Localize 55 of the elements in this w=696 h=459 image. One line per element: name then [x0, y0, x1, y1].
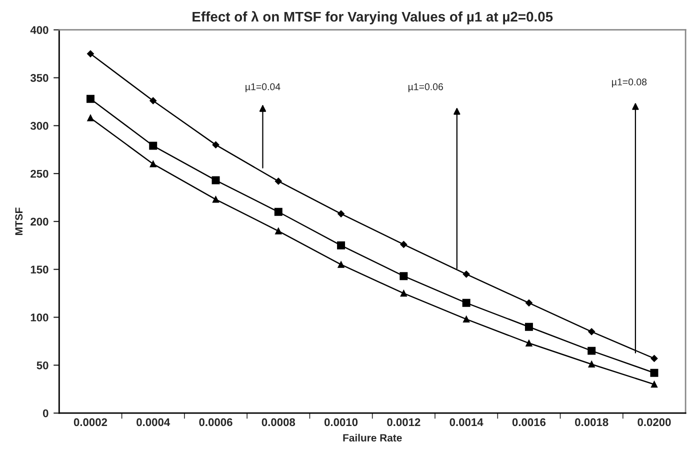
- x-tick-label: 0.0010: [324, 418, 358, 426]
- y-tick-label: 400: [30, 26, 48, 34]
- point: [524, 322, 533, 331]
- y-tick-label: 150: [30, 266, 48, 274]
- point: [588, 360, 595, 368]
- y-tick-label: 350: [30, 74, 48, 82]
- point: [212, 196, 220, 203]
- point: [650, 368, 658, 377]
- x-tick-label: 0.0012: [387, 418, 420, 426]
- point: [400, 272, 408, 280]
- point: [462, 298, 470, 307]
- point: [650, 381, 658, 388]
- x-tick-label: 0.0200: [638, 418, 671, 426]
- x-tick-label: 0.0008: [262, 418, 296, 426]
- x-tick-label: 0.0004: [136, 418, 170, 426]
- point: [338, 210, 345, 218]
- x-tick-label: 0.0016: [512, 418, 546, 426]
- x-tick-label: 0.0018: [575, 418, 608, 426]
- y-tick-label: 200: [30, 218, 48, 226]
- point: [400, 290, 407, 297]
- point: [212, 141, 220, 148]
- point: [149, 142, 158, 150]
- point: [275, 228, 282, 234]
- point: [526, 340, 532, 346]
- x-tick-label: 0.0006: [199, 418, 232, 426]
- point: [212, 176, 220, 184]
- y-tick-label: 250: [30, 170, 48, 178]
- point: [87, 50, 94, 58]
- annotation: µ1=0.08: [612, 78, 647, 88]
- x-axis-title: Failure Rate: [343, 434, 402, 442]
- point: [588, 346, 596, 355]
- point: [525, 299, 532, 306]
- y-axis-title: MTSF: [15, 208, 23, 235]
- point: [650, 355, 658, 362]
- point: [400, 241, 408, 248]
- point: [588, 328, 596, 336]
- point: [338, 261, 344, 268]
- point: [274, 178, 282, 185]
- annotation: µ1=0.04: [246, 83, 280, 92]
- point: [87, 114, 94, 122]
- point: [150, 97, 157, 104]
- point: [150, 160, 156, 168]
- chart-title: Effect of λ on MTSF for Varying Values of µ1 at µ2=0.05: [192, 11, 553, 24]
- point: [86, 94, 94, 103]
- y-tick-label: 50: [36, 361, 48, 370]
- x-tick-label: 0.0014: [450, 418, 484, 426]
- y-tick-label: 100: [30, 314, 48, 322]
- x-tick-label: 0.0002: [74, 418, 108, 426]
- y-tick-label: 0: [43, 409, 48, 418]
- y-tick-label: 300: [30, 122, 48, 130]
- point: [463, 316, 470, 322]
- point: [462, 270, 470, 278]
- point: [274, 208, 282, 216]
- annotation: µ1=0.06: [408, 83, 443, 92]
- point: [337, 241, 346, 250]
